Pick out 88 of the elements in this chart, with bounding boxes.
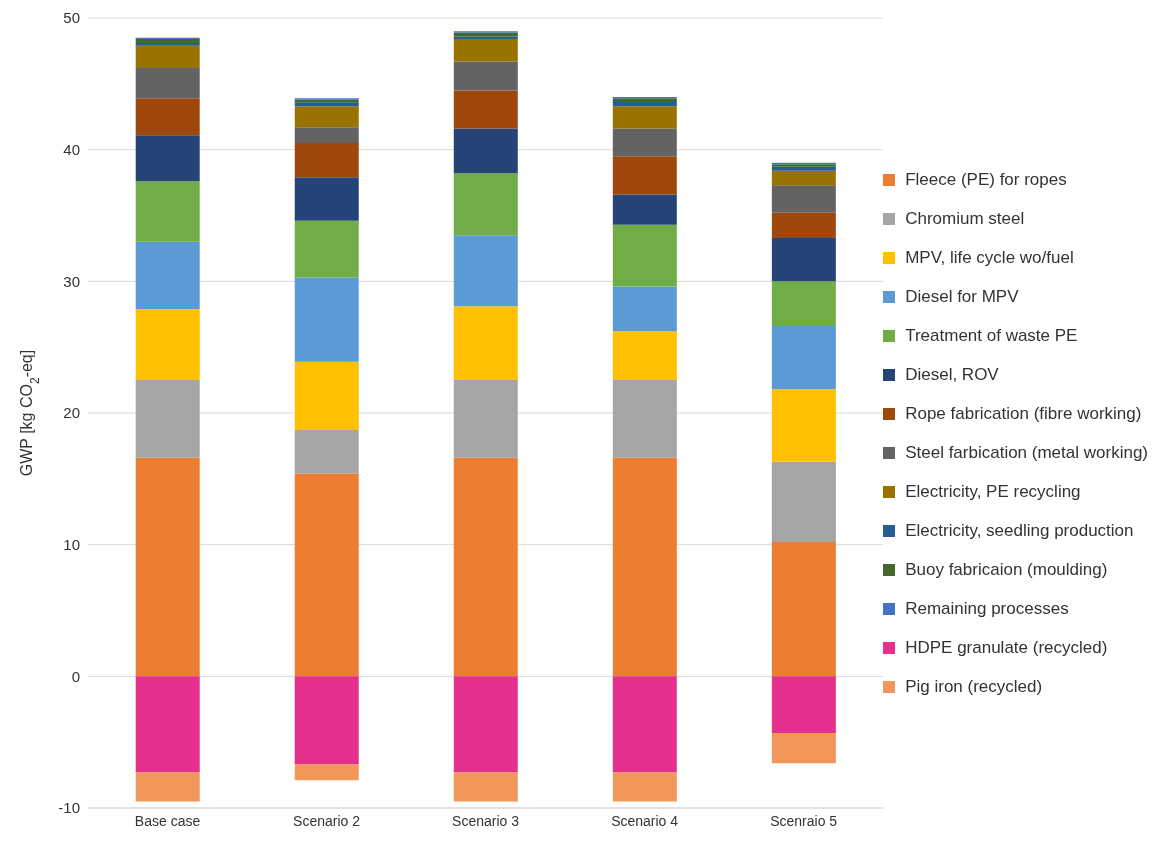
bar: [612, 106, 677, 129]
y-tick-label: 30: [63, 272, 80, 290]
bar: [453, 173, 518, 236]
bar: [453, 128, 518, 174]
bar: [453, 676, 518, 773]
bar: [453, 235, 518, 307]
bar: [135, 772, 200, 802]
x-tick-label: Scenario 2: [293, 812, 361, 829]
bar: [453, 772, 518, 802]
bar: [771, 170, 836, 186]
bar: [294, 676, 359, 765]
bar: [294, 430, 359, 474]
bar: [135, 39, 200, 44]
bar: [135, 308, 200, 381]
y-tick-label: 40: [63, 140, 80, 158]
bar: [612, 772, 677, 802]
bar: [294, 106, 359, 128]
bar: [294, 277, 359, 362]
y-tick-label: 10: [63, 535, 80, 553]
bar: [294, 143, 359, 178]
bar: [771, 676, 836, 733]
bar: [771, 166, 836, 171]
legend-label: Rope fabrication (fibre working): [905, 403, 1142, 424]
x-tick-label: Scenario 3: [452, 812, 520, 829]
bar: [453, 32, 518, 37]
bar: [135, 380, 200, 458]
bar: [453, 39, 518, 62]
x-tick-label: Base case: [134, 812, 201, 829]
legend-label: Diesel for MPV: [905, 286, 1019, 307]
bar: [771, 185, 836, 213]
bar: [771, 732, 836, 764]
bar: [453, 457, 518, 677]
bar: [612, 457, 677, 677]
bar: [453, 36, 518, 40]
bar: [294, 473, 359, 677]
legend-label: Diesel, ROV: [905, 364, 999, 385]
legend-label: Chromium steel: [905, 208, 1025, 229]
bar: [612, 676, 677, 773]
legend-label: Pig iron (recycled): [905, 676, 1043, 697]
legend-label: Fleece (PE) for ropes: [905, 169, 1067, 190]
y-tick-label: 0: [71, 667, 80, 685]
legend-label: HDPE granulate (recycled): [905, 637, 1108, 658]
bar: [135, 43, 200, 46]
legend-label: Electricity, PE recycling: [905, 481, 1081, 502]
bar: [294, 764, 359, 781]
bar: [612, 156, 677, 195]
legend-label: Remaining processes: [905, 598, 1069, 619]
y-tick-label: 20: [63, 404, 80, 422]
bar: [771, 281, 836, 327]
bar: [294, 177, 359, 221]
bar: [612, 128, 677, 157]
bar: [135, 135, 200, 182]
y-tick-label: 50: [63, 9, 80, 27]
bar: [135, 68, 200, 99]
bar: [135, 45, 200, 69]
legend-label: MPV, life cycle wo/fuel: [905, 247, 1074, 268]
bar: [294, 127, 359, 144]
bar: [612, 100, 677, 107]
bar: [771, 237, 836, 282]
bar: [294, 361, 359, 431]
y-tick-label: -10: [58, 799, 80, 817]
legend-label: Treatment of waste PE: [905, 325, 1078, 346]
bar: [612, 286, 677, 332]
bar: [612, 380, 677, 458]
bar: [135, 676, 200, 773]
bar: [771, 389, 836, 462]
bar: [453, 306, 518, 381]
bar: [294, 220, 359, 278]
bar: [453, 380, 518, 458]
bar: [612, 194, 677, 225]
legend-label: Electricity, seedling production: [905, 520, 1134, 541]
bar: [771, 212, 836, 238]
legend-label: Buoy fabricaion (moulding): [905, 559, 1108, 580]
bar: [135, 98, 200, 136]
bar: [771, 326, 836, 390]
legend-label: Steel farbication (metal working): [905, 442, 1148, 463]
bar: [135, 241, 200, 309]
bar: [771, 461, 836, 543]
bar: [294, 102, 359, 107]
bar: [612, 331, 677, 381]
bar: [135, 181, 200, 242]
bar: [771, 542, 836, 677]
bar: [453, 90, 518, 129]
bar: [612, 224, 677, 287]
bar: [135, 457, 200, 677]
x-tick-label: Scenraio 5: [770, 812, 838, 829]
bar: [453, 61, 518, 91]
x-tick-label: Scenario 4: [611, 812, 679, 829]
